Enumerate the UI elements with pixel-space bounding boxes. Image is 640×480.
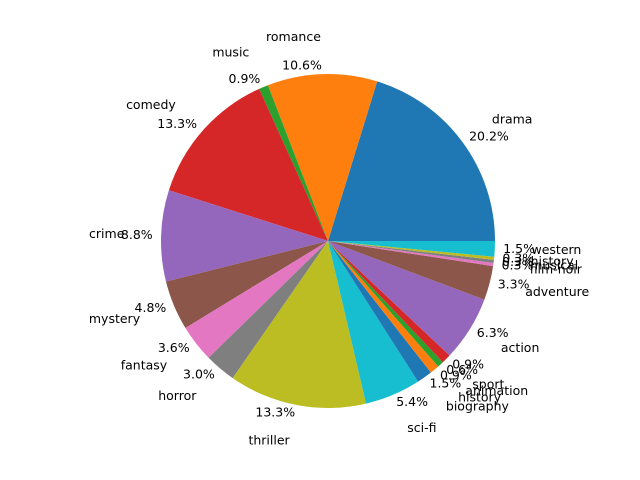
slice-label-mystery-5: mystery (89, 311, 141, 326)
slice-label-sci-fi-9: sci-fi (407, 420, 436, 435)
slice-percent-fantasy-6: 3.6% (158, 340, 190, 355)
pie-slice-biography-10 (328, 241, 431, 382)
slice-label-musical-17: musical (530, 257, 578, 272)
pie-slice-musical-17 (328, 241, 494, 264)
slice-label-comedy-3: comedy (126, 97, 176, 112)
slice-label-music-2: music (212, 45, 249, 60)
slice-percent-musical-17: 0.3% (502, 254, 534, 269)
slice-percent-history-18: 0.3% (502, 251, 534, 266)
slice-label-animation-12: animation (465, 383, 528, 398)
pie-slice-thriller-8 (232, 241, 367, 409)
slice-percent-animation-12: 0.6% (446, 362, 478, 377)
slice-percent-film-noir-16: 0.3% (502, 257, 534, 272)
pie-slice-animation-12 (328, 241, 443, 367)
slice-percent-comedy-3: 13.3% (157, 116, 197, 131)
pie-slice-drama-0 (328, 81, 495, 241)
slice-percent-history-11: 0.9% (440, 368, 472, 383)
slice-percent-drama-0: 20.2% (469, 128, 509, 143)
slice-label-drama-0: drama (492, 112, 533, 127)
pie-slice-sport-13 (328, 241, 450, 363)
slice-label-adventure-15: adventure (525, 284, 589, 299)
slice-percent-crime-4: 8.8% (121, 227, 153, 242)
pie-slice-music-2 (259, 85, 328, 241)
pie-slice-adventure-15 (328, 241, 494, 300)
slice-label-horror-7: horror (158, 388, 197, 403)
slice-percent-western-19: 1.5% (503, 241, 535, 256)
slice-label-history-18: history (531, 254, 575, 269)
pie-slice-history-11 (328, 241, 439, 373)
pie-slice-western-19 (328, 241, 495, 257)
pie-slice-comedy-3 (168, 88, 328, 241)
slice-label-thriller-8: thriller (248, 433, 290, 448)
slice-percent-sport-13: 0.9% (452, 356, 484, 371)
slice-label-fantasy-6: fantasy (121, 358, 168, 373)
slice-percent-mystery-5: 4.8% (135, 300, 167, 315)
pie-slice-crime-4 (160, 190, 328, 282)
slice-percent-sci-fi-9: 5.4% (396, 394, 428, 409)
slice-label-film-noir-16: film-noir (530, 261, 583, 276)
pie-slices (160, 73, 495, 409)
slice-percent-music-2: 0.9% (229, 71, 261, 86)
slice-percent-romance-1: 10.6% (282, 57, 322, 72)
pie-slice-romance-1 (267, 73, 378, 242)
slice-label-history-11: history (458, 389, 502, 404)
pie-slice-fantasy-6 (185, 241, 328, 358)
pie-slice-horror-7 (208, 241, 328, 379)
slice-percent-adventure-15: 3.3% (498, 277, 530, 292)
slice-label-action-14: action (501, 340, 539, 355)
slice-percent-action-14: 6.3% (477, 325, 509, 340)
slice-percent-horror-7: 3.0% (183, 366, 215, 381)
slice-percent-thriller-8: 13.3% (255, 405, 295, 420)
slice-label-western-19: western (532, 242, 582, 257)
pie-slice-film-noir-16 (328, 241, 494, 267)
slice-label-crime-4: crime (89, 226, 125, 241)
pie-slice-sci-fi-9 (328, 241, 419, 404)
pie-slice-history-18 (328, 241, 495, 260)
slice-percent-biography-10: 1.5% (430, 376, 462, 391)
pie-slice-action-14 (328, 241, 485, 356)
slice-label-romance-1: romance (266, 29, 321, 44)
slice-label-sport-13: sport (472, 376, 504, 391)
slice-label-biography-10: biography (446, 399, 510, 414)
pie-slice-mystery-5 (166, 241, 328, 328)
